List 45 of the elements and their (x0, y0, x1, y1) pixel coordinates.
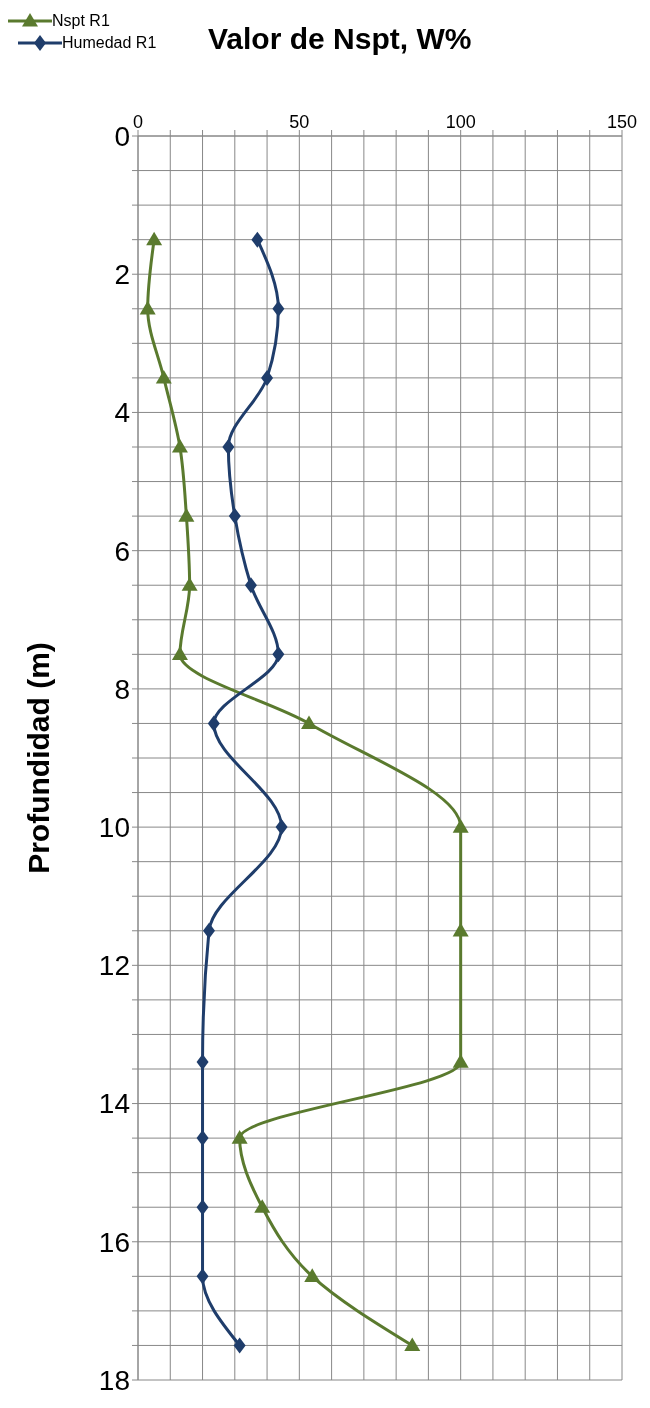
point (272, 300, 285, 317)
point (181, 577, 198, 591)
point (196, 1268, 209, 1285)
legend-label: Nspt R1 (52, 12, 110, 30)
point (251, 231, 264, 248)
y-tick-label: 18 (98, 1364, 130, 1396)
y-tick-label: 14 (98, 1088, 130, 1120)
point (233, 1337, 246, 1354)
point (155, 369, 172, 384)
point (231, 1130, 248, 1144)
point (301, 715, 318, 730)
y-tick-label: 4 (114, 397, 130, 429)
point (452, 819, 469, 833)
y-tick-label: 2 (114, 259, 130, 291)
point (272, 646, 285, 663)
point (254, 1199, 271, 1213)
legend-label: Humedad R1 (62, 34, 157, 52)
point (139, 300, 156, 315)
point (207, 715, 220, 732)
point (275, 819, 288, 836)
point (404, 1337, 421, 1352)
x-tick-label: 0 (132, 112, 144, 132)
point (171, 646, 188, 660)
point (196, 1199, 209, 1216)
x-tick-label: 50 (289, 112, 310, 132)
y-tick-label: 10 (98, 812, 130, 844)
point (452, 1054, 469, 1068)
point (228, 508, 241, 525)
chart-title: Valor de Nspt, W% (208, 22, 472, 56)
y-axis-title: Profundidad (m) (21, 642, 55, 874)
y-tick-label: 8 (114, 673, 130, 705)
point (452, 922, 469, 937)
point (304, 1268, 321, 1282)
point (244, 577, 257, 594)
point (222, 439, 235, 455)
point (261, 369, 274, 386)
point (202, 922, 215, 939)
y-tick-label: 12 (98, 950, 130, 982)
point (146, 231, 163, 246)
y-tick-label: 6 (114, 535, 130, 567)
point (178, 508, 195, 522)
y-tick-label: 16 (98, 1226, 130, 1258)
x-tick-label: 150 (606, 112, 638, 132)
point (171, 439, 188, 453)
x-tick-label: 100 (445, 112, 476, 132)
